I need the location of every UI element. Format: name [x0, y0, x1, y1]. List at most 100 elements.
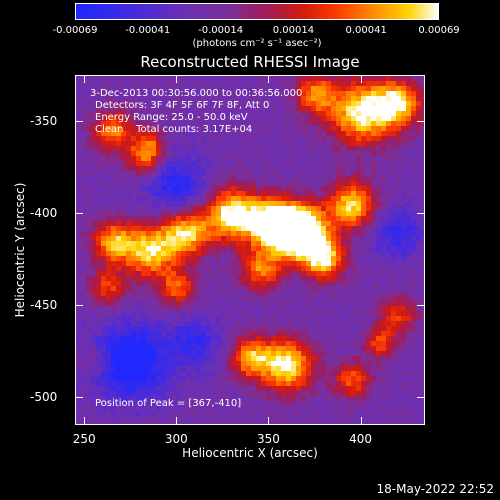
heatmap-cell [201, 196, 207, 202]
heatmap-cell [166, 226, 172, 232]
heatmap-cell [96, 191, 102, 197]
heatmap-cell [181, 76, 187, 82]
heatmap-cell [316, 281, 322, 287]
heatmap-cell [271, 256, 277, 262]
heatmap-cell [91, 121, 97, 127]
heatmap-cell [161, 416, 167, 422]
heatmap-cell [181, 276, 187, 282]
heatmap-cell [386, 96, 392, 102]
heatmap-cell [101, 291, 107, 297]
heatmap-cell [271, 196, 277, 202]
heatmap-cell [186, 206, 192, 212]
heatmap-cell [141, 216, 147, 222]
heatmap-cell [341, 341, 347, 347]
heatmap-cell [271, 156, 277, 162]
heatmap-cell [116, 416, 122, 422]
heatmap-cell [161, 126, 167, 132]
heatmap-cell [196, 331, 202, 337]
heatmap-cell [351, 176, 357, 182]
heatmap-cell [156, 206, 162, 212]
heatmap-cell [101, 136, 107, 142]
heatmap-cell [141, 361, 147, 367]
heatmap-cell [321, 411, 327, 417]
heatmap-cell [326, 231, 332, 237]
heatmap-cell [126, 181, 132, 187]
heatmap-cell [241, 146, 247, 152]
heatmap-cell [126, 141, 132, 147]
heatmap-cell [156, 231, 162, 237]
heatmap-cell [281, 401, 287, 407]
heatmap-cell [111, 86, 117, 92]
heatmap-cell [141, 116, 147, 122]
heatmap-cell [401, 166, 407, 172]
heatmap-cell [376, 126, 382, 132]
heatmap-cell [201, 381, 207, 387]
heatmap-cell [286, 291, 292, 297]
heatmap-cell [326, 151, 332, 157]
heatmap-cell [166, 96, 172, 102]
heatmap-cell [366, 256, 372, 262]
heatmap-cell [276, 116, 282, 122]
heatmap-cell [276, 261, 282, 267]
heatmap-cell [396, 331, 402, 337]
heatmap-cell [406, 241, 412, 247]
heatmap-cell [256, 391, 262, 397]
heatmap-cell [401, 351, 407, 357]
heatmap-cell [406, 171, 412, 177]
heatmap-cell [386, 81, 392, 87]
heatmap-cell [86, 151, 92, 157]
heatmap-cell [176, 91, 182, 97]
heatmap-cell [171, 106, 177, 112]
heatmap-cell [226, 211, 232, 217]
heatmap-cell [306, 401, 312, 407]
heatmap-cell [241, 86, 247, 92]
heatmap-cell [271, 401, 277, 407]
heatmap-cell [261, 126, 267, 132]
heatmap-cell [336, 351, 342, 357]
heatmap-cell [191, 371, 197, 377]
heatmap-cell [96, 251, 102, 257]
heatmap-cell [256, 206, 262, 212]
heatmap-cell [251, 336, 257, 342]
heatmap-cell [121, 311, 127, 317]
heatmap-cell [231, 131, 237, 137]
heatmap-cell [401, 241, 407, 247]
heatmap-cell [351, 286, 357, 292]
heatmap-cell [156, 346, 162, 352]
heatmap-cell [196, 301, 202, 307]
heatmap-cell [261, 356, 267, 362]
heatmap-cell [326, 226, 332, 232]
heatmap-cell [186, 81, 192, 87]
heatmap-cell [166, 366, 172, 372]
heatmap-cell [261, 336, 267, 342]
heatmap-cell [346, 191, 352, 197]
heatmap-cell [181, 101, 187, 107]
heatmap-cell [206, 81, 212, 87]
heatmap-cell [276, 326, 282, 332]
heatmap-cell [271, 271, 277, 277]
heatmap-cell [271, 251, 277, 257]
heatmap-cell [251, 321, 257, 327]
heatmap-cell [311, 206, 317, 212]
heatmap-cell [386, 116, 392, 122]
heatmap-cell [356, 331, 362, 337]
heatmap-cell [361, 381, 367, 387]
heatmap-cell [351, 201, 357, 207]
heatmap-cell [201, 291, 207, 297]
heatmap-cell [316, 216, 322, 222]
heatmap-cell [291, 126, 297, 132]
heatmap-cell [411, 301, 417, 307]
heatmap-cell [376, 236, 382, 242]
heatmap-cell [181, 271, 187, 277]
heatmap-cell [121, 136, 127, 142]
heatmap-cell [266, 96, 272, 102]
heatmap-cell [276, 96, 282, 102]
heatmap-cell [131, 381, 137, 387]
heatmap-cell [391, 386, 397, 392]
heatmap-cell [346, 371, 352, 377]
heatmap-cell [221, 246, 227, 252]
heatmap-cell [231, 111, 237, 117]
heatmap-cell [111, 361, 117, 367]
heatmap-cell [271, 186, 277, 192]
heatmap-cell [291, 171, 297, 177]
